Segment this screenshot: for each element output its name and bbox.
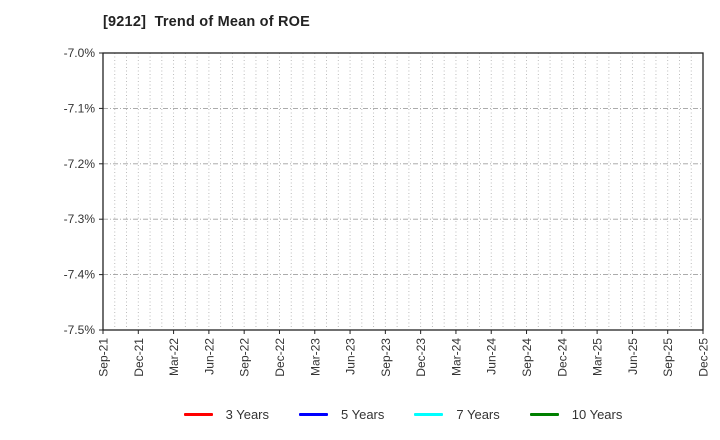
chart-title: [9212] Trend of Mean of ROE: [103, 14, 311, 30]
legend-item-7-years: 7 Years: [414, 406, 500, 422]
y-tick-label: -7.5%: [64, 323, 96, 337]
plot-border: [102, 52, 704, 331]
x-tick-label: Sep-25: [661, 338, 675, 377]
legend-line-swatch: [183, 412, 213, 416]
y-tick-label: -7.2%: [64, 157, 96, 171]
legend-label: 7 Years: [456, 406, 500, 422]
x-tick-label: Dec-21: [132, 338, 146, 377]
x-tick-label: Sep-24: [520, 338, 534, 377]
x-tick-label: Jun-23: [344, 338, 358, 375]
x-tick-label: Dec-24: [555, 338, 569, 377]
x-tick-label: Sep-23: [379, 338, 393, 377]
legend-line-swatch: [299, 412, 328, 416]
x-tick-label: Dec-23: [414, 338, 428, 377]
y-tick-label: -7.0%: [64, 46, 96, 60]
legend-label: 5 Years: [341, 406, 385, 422]
y-tick-label: -7.3%: [64, 212, 96, 226]
x-tick-label: Sep-22: [238, 338, 252, 377]
legend-item-5-years: 5 Years: [299, 407, 384, 422]
x-tick-label: Jun-22: [202, 338, 216, 375]
legend-line-swatch: [414, 412, 444, 416]
x-tick-label: Dec-22: [273, 338, 287, 377]
legend-label: 10 Years: [571, 406, 623, 422]
legend-line-swatch: [529, 412, 559, 416]
x-tick-label: Dec-25: [697, 338, 711, 377]
x-tick-label: Jun-24: [485, 338, 499, 375]
legend-item-3-years: 3 Years: [183, 406, 269, 422]
x-tick-label: Mar-23: [308, 338, 322, 376]
x-tick-label: Sep-21: [97, 338, 111, 377]
x-tick-label: Mar-24: [449, 338, 463, 376]
y-tick-label: -7.4%: [64, 268, 96, 282]
y-tick-label: -7.1%: [64, 101, 96, 115]
legend: 3 Years 5 Years 7 Years 10 Years: [103, 402, 703, 426]
x-tick-label: Mar-25: [591, 338, 605, 376]
legend-item-10-years: 10 Years: [529, 406, 623, 422]
x-tick-label: Jun-25: [626, 338, 640, 375]
x-tick-label: Mar-22: [167, 338, 181, 376]
legend-label: 3 Years: [225, 406, 269, 422]
